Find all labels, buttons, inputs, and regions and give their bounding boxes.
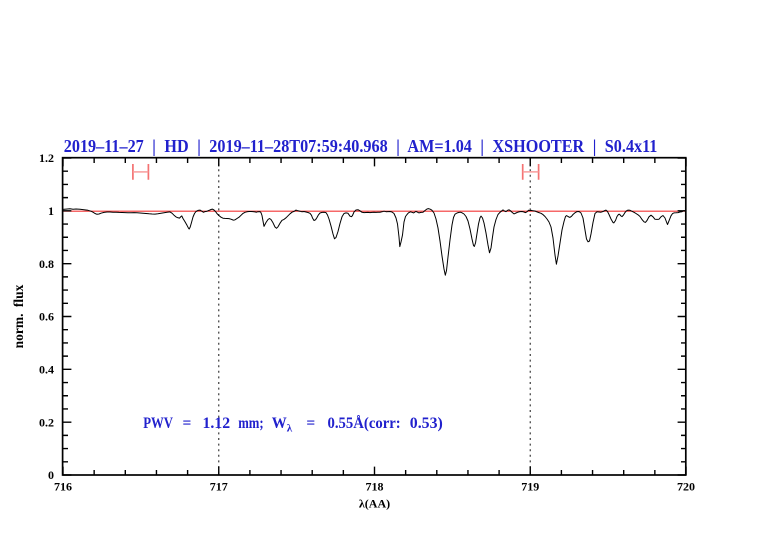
svg-text:1: 1 bbox=[48, 204, 54, 218]
svg-text:0.4: 0.4 bbox=[39, 362, 54, 376]
svg-text:0.2: 0.2 bbox=[39, 415, 54, 429]
svg-text:PWV: PWV bbox=[143, 415, 173, 432]
svg-text:λ(AA): λ(AA) bbox=[359, 497, 390, 511]
svg-text:=: = bbox=[183, 415, 192, 432]
svg-text:2019–11–27 | HD | 2019–11–28T0: 2019–11–27 | HD | 2019–11–28T07:59:40.96… bbox=[64, 136, 658, 156]
svg-text:0.8: 0.8 bbox=[39, 257, 54, 271]
svg-text:λ: λ bbox=[287, 423, 293, 435]
svg-text:norm. flux: norm. flux bbox=[11, 284, 26, 348]
svg-text:0.6: 0.6 bbox=[39, 310, 54, 324]
svg-text:0: 0 bbox=[48, 468, 54, 482]
svg-text:W: W bbox=[272, 415, 287, 432]
svg-text:1.12: 1.12 bbox=[203, 415, 231, 432]
svg-text:719: 719 bbox=[521, 480, 539, 494]
svg-text:716: 716 bbox=[54, 480, 72, 494]
svg-text:mm;: mm; bbox=[238, 415, 263, 432]
svg-text:0.55Å(corr:: 0.55Å(corr: bbox=[328, 415, 401, 432]
svg-text:=: = bbox=[306, 415, 315, 432]
svg-text:717: 717 bbox=[210, 480, 228, 494]
svg-text:720: 720 bbox=[677, 480, 695, 494]
svg-text:1.2: 1.2 bbox=[39, 151, 54, 165]
svg-text:0.53): 0.53) bbox=[410, 415, 443, 432]
svg-text:718: 718 bbox=[366, 480, 384, 494]
